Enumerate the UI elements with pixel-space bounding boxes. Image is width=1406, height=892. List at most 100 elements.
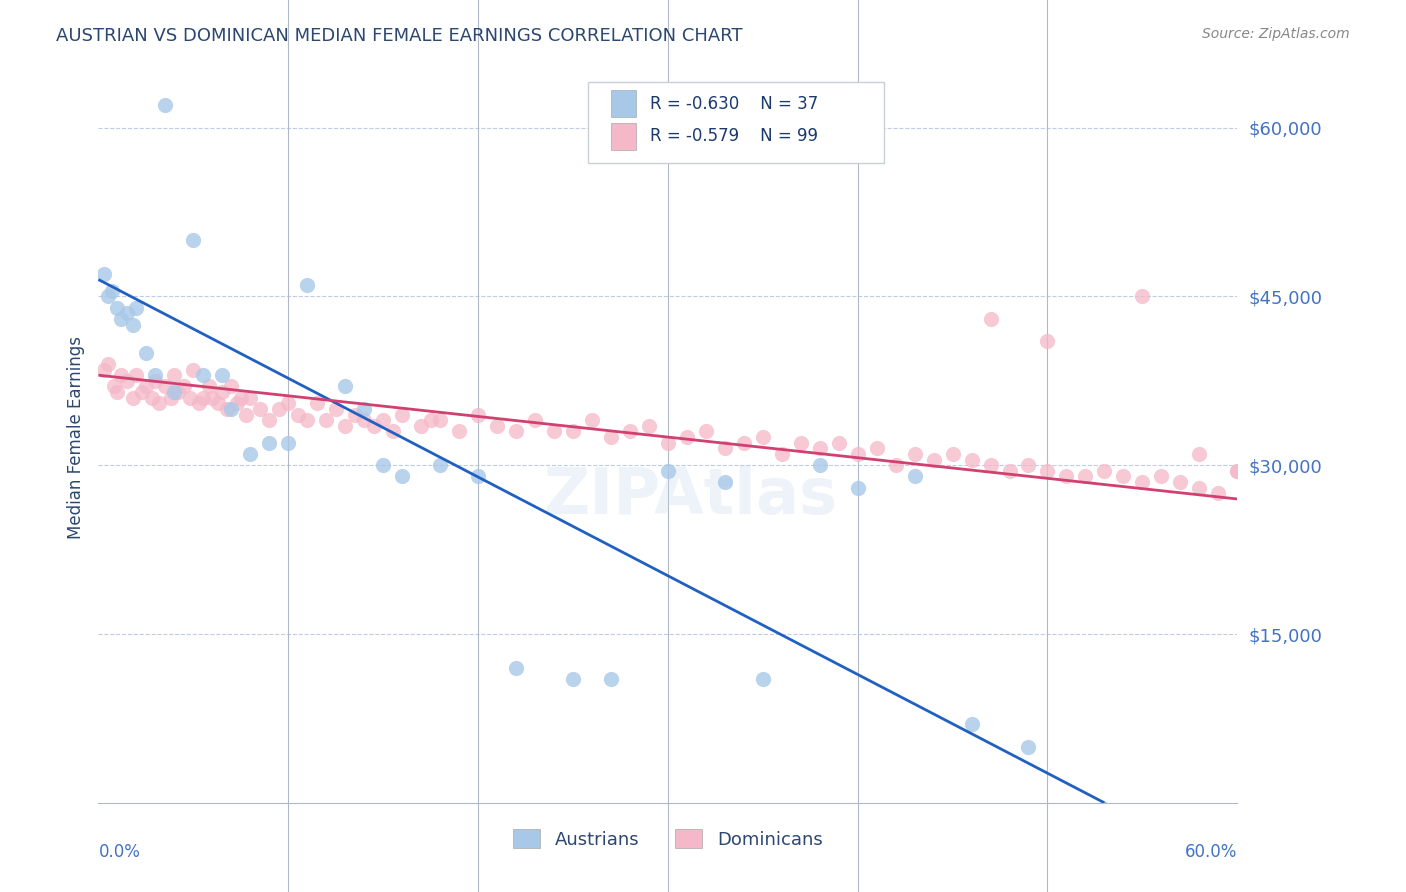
Point [207, 396, 229, 410]
Point [371, 413, 394, 427]
Point [1018, 739, 1040, 754]
Text: R = -0.630    N = 37: R = -0.630 N = 37 [650, 95, 818, 112]
Point [1132, 475, 1154, 489]
Point [657, 435, 679, 450]
Point [1226, 464, 1249, 478]
Point [600, 672, 623, 686]
Point [419, 413, 441, 427]
Point [107, 301, 129, 315]
Text: AUSTRIAN VS DOMINICAN MEDIAN FEMALE EARNINGS CORRELATION CHART: AUSTRIAN VS DOMINICAN MEDIAN FEMALE EARN… [56, 27, 742, 45]
Point [960, 452, 983, 467]
Point [145, 374, 167, 388]
Point [110, 312, 132, 326]
Point [904, 447, 927, 461]
Point [191, 368, 214, 383]
Point [884, 458, 907, 473]
Point [429, 458, 451, 473]
Point [808, 458, 831, 473]
Point [259, 435, 281, 450]
Point [221, 401, 243, 416]
Point [942, 447, 965, 461]
Point [1112, 469, 1135, 483]
Point [211, 385, 233, 400]
Point [229, 391, 252, 405]
Point [325, 401, 347, 416]
Point [353, 401, 375, 416]
Point [249, 401, 271, 416]
Point [121, 391, 143, 405]
Point [770, 447, 793, 461]
Point [235, 408, 257, 422]
Point [115, 374, 138, 388]
Point [277, 435, 299, 450]
Point [391, 469, 413, 483]
Point [159, 391, 181, 405]
Point [221, 379, 243, 393]
Point [998, 464, 1021, 478]
Point [562, 672, 585, 686]
Point [97, 289, 120, 303]
Point [790, 435, 813, 450]
Text: Source: ZipAtlas.com: Source: ZipAtlas.com [1202, 27, 1350, 41]
Point [353, 413, 375, 427]
Point [1236, 458, 1258, 473]
Point [239, 447, 262, 461]
Point [335, 379, 357, 393]
Point [1208, 486, 1230, 500]
Point [381, 425, 404, 439]
Point [1188, 447, 1211, 461]
Point [211, 368, 233, 383]
Point [226, 396, 249, 410]
Point [543, 425, 565, 439]
Y-axis label: Median Female Earnings: Median Female Earnings [66, 335, 84, 539]
Point [619, 425, 641, 439]
Point [657, 464, 679, 478]
Point [315, 413, 337, 427]
Point [447, 425, 470, 439]
Point [752, 672, 775, 686]
Point [752, 430, 775, 444]
Point [183, 233, 205, 247]
Point [714, 442, 737, 456]
Point [581, 413, 603, 427]
Point [714, 475, 737, 489]
FancyBboxPatch shape [588, 82, 884, 163]
Point [846, 447, 869, 461]
Point [110, 368, 132, 383]
Point [411, 418, 433, 433]
Point [107, 385, 129, 400]
Point [1170, 475, 1192, 489]
Text: ZIPAtlas: ZIPAtlas [544, 465, 838, 526]
Point [305, 396, 328, 410]
Point [846, 481, 869, 495]
Text: 60.0%: 60.0% [1185, 843, 1237, 861]
Point [524, 413, 547, 427]
Point [277, 396, 299, 410]
Point [676, 430, 699, 444]
Point [131, 385, 153, 400]
Point [103, 379, 125, 393]
Point [505, 661, 527, 675]
Point [167, 385, 190, 400]
Point [371, 458, 394, 473]
Point [297, 278, 319, 293]
Point [1150, 469, 1173, 483]
Point [163, 385, 186, 400]
Point [733, 435, 755, 450]
Point [1226, 464, 1249, 478]
Legend: Austrians, Dominicans: Austrians, Dominicans [506, 822, 830, 856]
Text: R = -0.579    N = 99: R = -0.579 N = 99 [650, 128, 818, 145]
Point [695, 425, 717, 439]
Point [173, 379, 195, 393]
Point [979, 458, 1001, 473]
Point [153, 379, 176, 393]
Point [904, 469, 927, 483]
Point [1074, 469, 1097, 483]
Point [363, 418, 385, 433]
Point [808, 442, 831, 456]
Point [343, 408, 366, 422]
Point [191, 391, 214, 405]
Point [115, 306, 138, 320]
Point [239, 391, 262, 405]
Point [1188, 481, 1211, 495]
